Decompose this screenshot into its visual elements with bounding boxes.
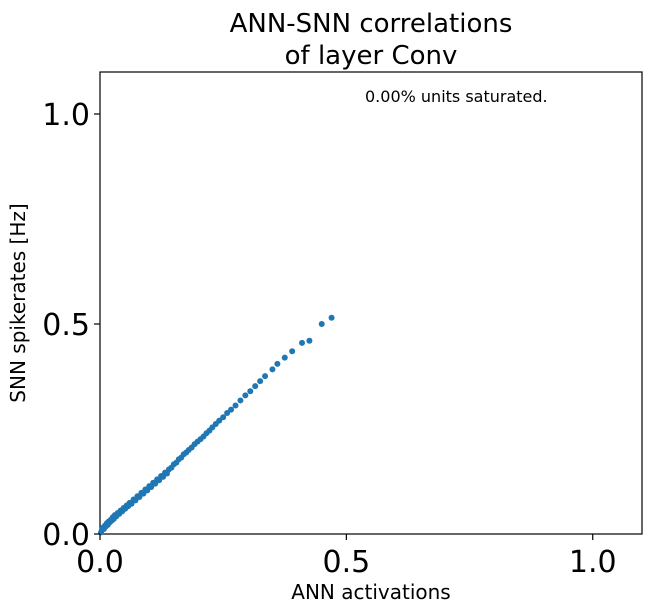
x-tick-label: 0.0 <box>76 545 124 580</box>
scatter-point <box>232 402 239 409</box>
x-tick-label: 0.5 <box>323 545 371 580</box>
scatter-points <box>97 314 335 536</box>
scatter-point <box>224 410 231 417</box>
scatter-point <box>220 414 227 421</box>
plot-area-frame <box>99 71 643 535</box>
y-tick-label: 0.5 <box>42 308 90 343</box>
scatter-point <box>281 354 288 361</box>
x-tick-label: 1.0 <box>569 545 617 580</box>
y-tick-label: 1.0 <box>42 98 90 133</box>
chart-title-line2: of layer Conv <box>285 41 458 71</box>
axis-ticks: 0.0 0.5 1.0 0.0 0.5 1.0 <box>42 98 616 580</box>
scatter-point <box>257 378 264 385</box>
scatter-point <box>328 314 335 321</box>
saturation-annotation: 0.00% units saturated. <box>365 87 548 106</box>
scatter-point <box>289 348 296 355</box>
y-axis-label: SNN spikerates [Hz] <box>6 203 30 402</box>
scatter-point <box>216 417 223 424</box>
x-axis-label: ANN activations <box>291 580 450 604</box>
scatter-point <box>262 373 269 380</box>
scatter-point <box>252 383 259 390</box>
scatter-point <box>269 366 276 373</box>
scatter-point <box>299 339 306 346</box>
scatter-point <box>318 321 325 327</box>
scatter-point <box>228 406 235 413</box>
y-tick-label: 0.0 <box>42 518 90 553</box>
scatter-point <box>306 337 313 344</box>
scatter-point <box>247 388 254 395</box>
scatter-point <box>274 360 281 367</box>
chart-title-line1: ANN-SNN correlations <box>230 9 513 39</box>
scatter-point <box>242 392 249 399</box>
scatter-point <box>237 397 244 404</box>
